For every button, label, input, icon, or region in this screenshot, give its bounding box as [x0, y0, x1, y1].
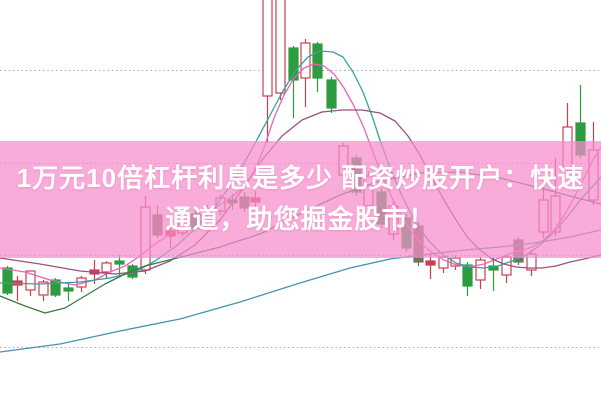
candle-body-down	[462, 264, 473, 287]
promo-text-line1: 1万元10倍杠杆利息是多少 配资炒股开户：快速	[16, 163, 585, 193]
candle-body-up	[475, 259, 486, 281]
candle-body-up	[438, 256, 449, 269]
promo-banner-overlay[interactable]: 1万元10倍杠杆利息是多少 配资炒股开户：快速 通道，助您掘金股市！	[0, 141, 601, 258]
candle-body-down	[2, 267, 13, 294]
candle-body-up	[262, 0, 273, 97]
candle-body-up	[275, 0, 286, 94]
candle-body-down-doji	[63, 287, 74, 292]
candle-body-down	[50, 279, 61, 296]
promo-text-line2: 通道，助您掘金股市！	[165, 204, 436, 234]
candle-body-up-doji	[425, 260, 436, 266]
candle-body-down	[326, 79, 337, 109]
candle-body-up	[101, 262, 112, 273]
candle-body-up	[38, 281, 49, 296]
candle-body-down-doji	[114, 260, 125, 265]
candle-body-up	[25, 270, 36, 291]
candle-body-down	[312, 43, 323, 79]
